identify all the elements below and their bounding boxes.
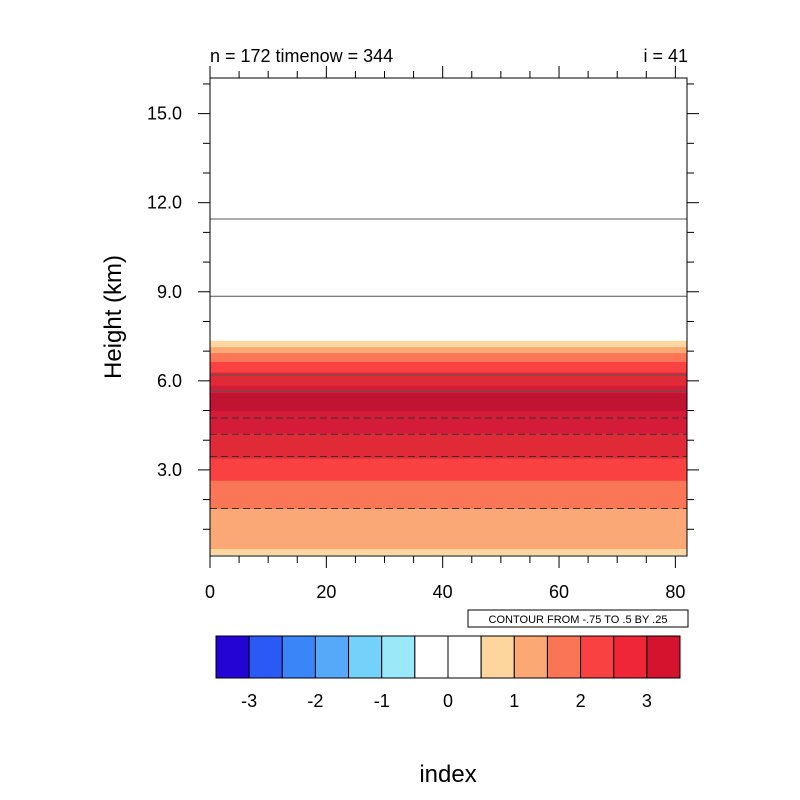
colorbar-box bbox=[613, 635, 648, 679]
colorbar-box bbox=[414, 635, 449, 679]
x-tick-label: 0 bbox=[205, 582, 215, 602]
y-tick-label: 12.0 bbox=[147, 193, 182, 213]
y-tick-label: 3.0 bbox=[157, 460, 182, 480]
colorbar-box bbox=[381, 635, 416, 679]
y-axis-label: Height (km) bbox=[100, 255, 127, 379]
contour-band bbox=[210, 508, 687, 550]
contour-band bbox=[210, 548, 687, 556]
colorbar-label: -3 bbox=[241, 691, 257, 711]
contour-band bbox=[210, 340, 687, 348]
colorbar-box bbox=[281, 635, 316, 679]
x-tick-label: 20 bbox=[316, 582, 336, 602]
x-tick-label: 60 bbox=[549, 582, 569, 602]
contour-info-box bbox=[467, 609, 689, 628]
colorbar-box bbox=[348, 635, 383, 679]
contour-band bbox=[210, 458, 687, 481]
contour-band bbox=[210, 385, 687, 394]
title-left: n = 172 timenow = 344 bbox=[210, 46, 393, 66]
colorbar-box bbox=[248, 635, 283, 679]
colorbar-label: 1 bbox=[509, 691, 519, 711]
colorbar-box bbox=[215, 635, 250, 679]
colorbar-box bbox=[646, 635, 681, 679]
x-tick-label: 40 bbox=[433, 582, 453, 602]
contour-lines bbox=[210, 218, 687, 509]
x-axis-label: index bbox=[419, 761, 476, 788]
colorbar-box bbox=[480, 635, 515, 679]
y-tick-label: 15.0 bbox=[147, 104, 182, 124]
plot-frame bbox=[209, 77, 688, 557]
colorbar-box bbox=[447, 635, 482, 679]
colorbar bbox=[215, 635, 681, 679]
colorbar-box bbox=[314, 635, 350, 679]
contour-band bbox=[210, 352, 687, 363]
title-right: i = 41 bbox=[643, 46, 688, 66]
contour-info-text: CONTOUR FROM -.75 TO .5 BY .25 bbox=[489, 614, 668, 626]
contour-band bbox=[210, 410, 687, 434]
axis-ticks bbox=[198, 66, 699, 568]
colorbar-label: 2 bbox=[576, 691, 586, 711]
colorbar-label: 0 bbox=[443, 691, 453, 711]
contour-band bbox=[210, 392, 687, 412]
x-tick-label: 80 bbox=[665, 582, 685, 602]
y-tick-label: 6.0 bbox=[157, 371, 182, 391]
filled-contour-bands bbox=[210, 340, 687, 556]
colorbar-box bbox=[513, 635, 548, 679]
y-tick-label: 9.0 bbox=[157, 282, 182, 302]
contour-band bbox=[210, 480, 687, 509]
y-tick-labels: 3.0 6.0 9.0 12.0 15.0 bbox=[147, 104, 182, 480]
colorbar-label: 3 bbox=[642, 691, 652, 711]
contour-band bbox=[210, 361, 687, 373]
colorbar-box bbox=[580, 635, 615, 679]
contour-band bbox=[210, 346, 687, 354]
contour-band bbox=[210, 432, 687, 459]
colorbar-label: -1 bbox=[374, 691, 390, 711]
colorbar-box bbox=[546, 635, 582, 679]
x-tick-labels: 0 20 40 60 80 bbox=[205, 582, 685, 602]
colorbar-label: -2 bbox=[307, 691, 323, 711]
contour-band bbox=[210, 371, 687, 386]
colorbar-labels: -3 -2 -1 0 1 2 3 bbox=[241, 691, 652, 711]
